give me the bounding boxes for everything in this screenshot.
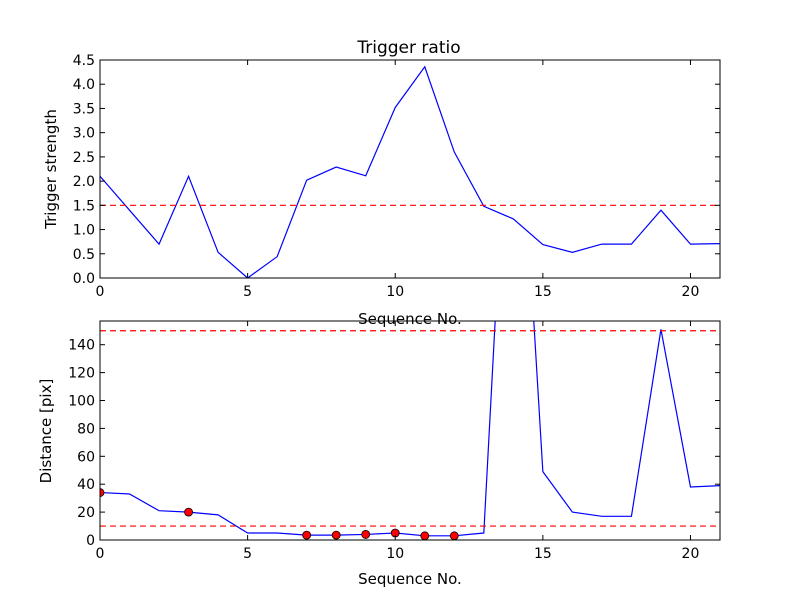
plot-area: 0 5 10 15 20 0 20 40 60 80 100 120 140 xyxy=(68,320,721,562)
series-line xyxy=(100,65,720,278)
y-tick-label: 20 xyxy=(77,505,95,521)
chart-trigger-ratio: Trigger ratio Trigger strength Sequence … xyxy=(42,38,721,328)
x-tick-label: 5 xyxy=(243,284,252,300)
axes-frame xyxy=(99,320,721,541)
y-axis-label: Distance [pix] xyxy=(37,379,55,484)
plot-marks xyxy=(100,321,720,540)
y-tick-label: 140 xyxy=(68,338,95,354)
y-tick-label: 4.0 xyxy=(73,77,95,93)
x-tick-label: 15 xyxy=(534,546,552,562)
data-point xyxy=(302,530,312,540)
data-point xyxy=(184,507,193,517)
x-tick-label: 20 xyxy=(682,284,700,300)
data-point xyxy=(100,488,105,497)
x-tick-label: 5 xyxy=(243,546,252,562)
data-point xyxy=(449,531,459,540)
y-tick-label: 1.0 xyxy=(73,223,95,239)
y-tick-label: 40 xyxy=(77,477,95,493)
y-tick-label: 1.5 xyxy=(73,198,95,214)
x-axis-label: Sequence No. xyxy=(358,570,462,588)
y-tick-label: 2.5 xyxy=(73,150,95,166)
x-tick-label: 10 xyxy=(386,546,404,562)
x-tick-label: 10 xyxy=(386,284,404,300)
plot-area: 0 5 10 15 20 0.0 0.5 1.0 1.5 2.0 2.5 3.0 3.5 4.0 4.5 xyxy=(73,53,721,300)
y-tick-label: 0.0 xyxy=(73,271,95,287)
y-tick-label: 0.5 xyxy=(73,247,95,263)
x-axis-label: Sequence No. xyxy=(358,310,462,328)
x-tick-label: 0 xyxy=(96,284,105,300)
x-tick-label: 20 xyxy=(682,546,700,562)
series-line xyxy=(100,321,720,537)
x-tick-label: 15 xyxy=(534,284,552,300)
plot-marks xyxy=(100,65,720,278)
data-point xyxy=(361,530,371,539)
y-tick-label: 60 xyxy=(77,449,95,465)
y-tick-label: 100 xyxy=(68,394,95,410)
y-tick-label: 0 xyxy=(86,533,95,549)
chart-distance: Distance [pix] Sequence No. 0 5 10 15 20 0 20 4… xyxy=(37,320,721,588)
axes-frame xyxy=(99,59,721,279)
data-point xyxy=(331,530,341,540)
chart-title: Trigger ratio xyxy=(356,38,460,58)
y-tick-label: 3.5 xyxy=(73,101,95,117)
y-tick-label: 2.0 xyxy=(73,174,95,190)
y-tick-label: 3.0 xyxy=(73,126,95,142)
data-point xyxy=(420,531,430,540)
y-tick-label: 80 xyxy=(77,421,95,437)
y-tick-label: 4.5 xyxy=(73,53,95,69)
y-tick-label: 120 xyxy=(68,366,95,382)
y-axis-label: Trigger strength xyxy=(42,109,60,230)
x-tick-label: 0 xyxy=(96,546,105,562)
